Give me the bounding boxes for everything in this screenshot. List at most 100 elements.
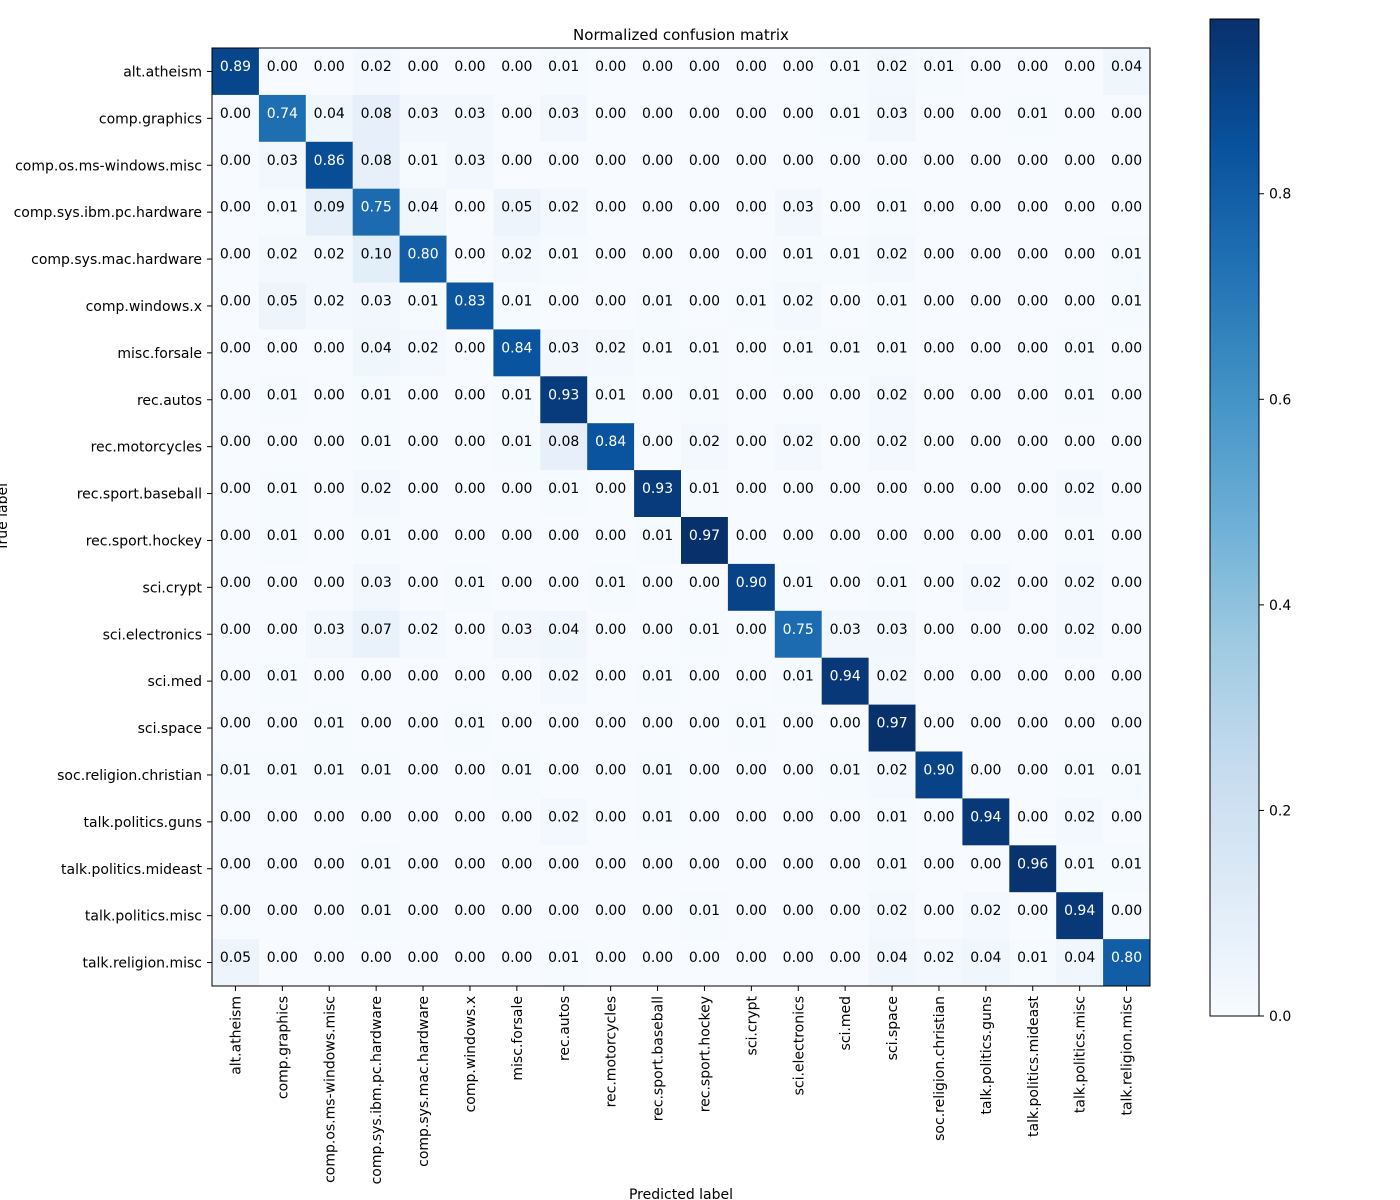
cell-value-label: 0.03 <box>454 106 485 122</box>
heatmap-cell <box>821 48 870 96</box>
heatmap-cell <box>634 282 682 330</box>
cell-value-label: 0.03 <box>783 200 814 216</box>
y-tick-label: comp.windows.x <box>86 299 202 315</box>
heatmap-cell <box>399 892 447 940</box>
cell-value-label: 0.00 <box>970 669 1001 685</box>
colorbar-tick-label: 0.2 <box>1269 803 1291 819</box>
heatmap-cell <box>634 751 682 799</box>
heatmap-cell <box>727 939 776 987</box>
cell-value-label: 0.00 <box>454 856 485 872</box>
x-tick-label: soc.religion.christian <box>932 996 948 1141</box>
heatmap-cell <box>1056 48 1104 96</box>
heatmap-cell <box>774 845 823 893</box>
heatmap-cell <box>634 845 682 893</box>
heatmap-cell <box>493 470 541 518</box>
heatmap-cell <box>212 423 260 471</box>
heatmap-cell <box>587 235 635 283</box>
cell-value-label: 0.00 <box>407 434 438 450</box>
cell-value-label: 0.00 <box>876 528 907 544</box>
cell-value-label: 0.00 <box>595 856 626 872</box>
heatmap-cell <box>634 517 682 565</box>
heatmap-cell <box>258 329 307 377</box>
heatmap-cell <box>774 470 823 518</box>
cell-value-label: 0.00 <box>501 528 532 544</box>
heatmap-cell <box>540 563 588 612</box>
x-tick-label: rec.motorcycles <box>604 996 620 1107</box>
cell-value-label: 0.00 <box>970 481 1001 497</box>
cell-value-label: 0.00 <box>923 856 954 872</box>
heatmap-cell <box>821 423 870 471</box>
heatmap-cell <box>587 845 635 893</box>
cell-value-label: 0.00 <box>970 763 1001 779</box>
colorbar <box>1209 18 1260 1017</box>
heatmap-cell <box>681 282 729 330</box>
cell-value-label: 0.01 <box>689 481 720 497</box>
cell-value-label: 0.05 <box>220 950 251 966</box>
heatmap-cell <box>681 94 729 143</box>
heatmap-cell <box>962 845 1010 893</box>
x-axis-label: Predicted label <box>629 1187 733 1200</box>
heatmap-cell <box>634 892 682 940</box>
cell-value-label: 0.00 <box>1064 200 1095 216</box>
heatmap-cell <box>1056 94 1104 143</box>
heatmap-cell <box>634 610 682 659</box>
cell-value-label: 0.03 <box>314 622 345 638</box>
heatmap-cell <box>962 188 1010 237</box>
cell-value-label: 0.00 <box>830 809 861 825</box>
heatmap-cell <box>305 188 354 237</box>
cell-value-label: 0.00 <box>783 809 814 825</box>
heatmap-cell <box>681 423 729 471</box>
cell-value-label: 0.00 <box>970 716 1001 732</box>
heatmap-cell <box>727 376 776 424</box>
cell-value-label: 0.00 <box>1017 809 1048 825</box>
cell-value-label: 0.00 <box>736 763 767 779</box>
heatmap-cell <box>587 282 635 330</box>
cell-value-label: 0.00 <box>220 106 251 122</box>
cell-value-label: 0.00 <box>736 153 767 169</box>
heatmap-cell <box>212 188 260 237</box>
cell-value-label: 0.01 <box>454 575 485 591</box>
heatmap-cell <box>681 235 729 283</box>
heatmap-cell <box>587 517 635 565</box>
heatmap-cell <box>352 657 401 706</box>
heatmap-cell <box>634 470 682 518</box>
cell-value-label: 0.01 <box>267 200 298 216</box>
heatmap-cell <box>1056 423 1104 471</box>
cell-value-label: 0.00 <box>689 200 720 216</box>
cell-value-label: 0.00 <box>501 106 532 122</box>
heatmap-cell <box>1103 423 1151 471</box>
cell-value-label: 0.03 <box>454 153 485 169</box>
heatmap-cell <box>1103 329 1151 377</box>
heatmap-cell <box>868 610 916 659</box>
cell-value-label: 0.00 <box>407 59 438 75</box>
cell-value-label: 0.01 <box>407 153 438 169</box>
cell-value-label: 0.93 <box>548 387 579 403</box>
heatmap-cell <box>1056 657 1104 706</box>
chart-title: Normalized confusion matrix <box>573 26 789 44</box>
y-tick-label: comp.graphics <box>99 111 202 127</box>
heatmap-cell <box>212 517 260 565</box>
heatmap-cell <box>1103 610 1151 659</box>
cell-value-label: 0.00 <box>548 294 579 310</box>
cell-value-label: 0.00 <box>1064 106 1095 122</box>
heatmap-cell <box>727 892 776 940</box>
heatmap-cell <box>774 376 823 424</box>
cell-value-label: 0.00 <box>876 153 907 169</box>
heatmap-cell <box>962 94 1010 143</box>
cell-value-label: 0.01 <box>830 340 861 356</box>
cell-value-label: 0.00 <box>267 809 298 825</box>
cell-value-label: 0.00 <box>454 622 485 638</box>
cell-value-label: 0.90 <box>923 763 954 779</box>
heatmap-cell <box>727 188 776 237</box>
cell-value-label: 0.00 <box>407 903 438 919</box>
heatmap-cell <box>727 845 776 893</box>
heatmap-cell <box>305 939 354 987</box>
heatmap-cell <box>399 470 447 518</box>
heatmap-cell <box>1009 282 1057 330</box>
heatmap-cell <box>446 939 494 987</box>
heatmap-cell <box>540 423 588 471</box>
cell-value-label: 0.00 <box>220 247 251 263</box>
cell-value-label: 0.00 <box>783 481 814 497</box>
heatmap-cell <box>446 892 494 940</box>
cell-value-label: 0.02 <box>783 434 814 450</box>
